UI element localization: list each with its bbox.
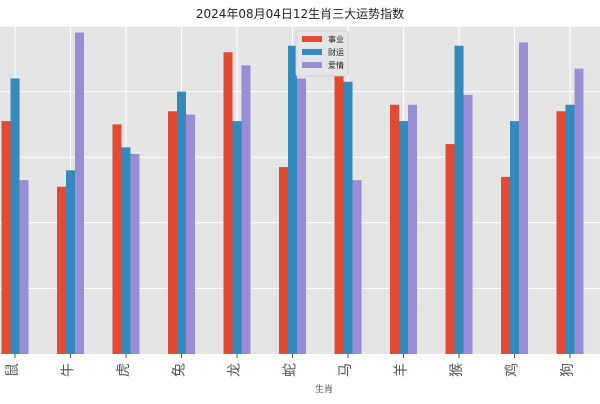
x-tick-label: 龙 bbox=[227, 363, 243, 377]
x-tick-label: 蛇 bbox=[283, 363, 299, 377]
x-tick-label: 羊 bbox=[394, 363, 410, 377]
bar-爱情-龙 bbox=[241, 65, 251, 355]
bar-事业-兔 bbox=[168, 111, 177, 354]
bar-财运-虎 bbox=[121, 147, 131, 354]
bar-财运-兔 bbox=[177, 91, 186, 354]
bar-财运-鸡 bbox=[510, 121, 519, 355]
bar-爱情-牛 bbox=[75, 32, 84, 355]
x-tick-label: 虎 bbox=[116, 363, 132, 377]
bar-财运-蛇 bbox=[288, 45, 297, 355]
x-tick-labels: 鼠牛虎兔龙蛇马羊猴鸡狗 bbox=[5, 354, 576, 377]
bar-事业-虎 bbox=[112, 124, 122, 355]
x-tick-label: 鸡 bbox=[504, 363, 521, 377]
bar-爱情-虎 bbox=[130, 153, 140, 354]
x-tick-label: 马 bbox=[338, 363, 354, 377]
x-tick-label: 兔 bbox=[172, 363, 188, 377]
bar-财运-猴 bbox=[454, 45, 464, 355]
bar-事业-狗 bbox=[556, 111, 566, 354]
bar-财运-牛 bbox=[66, 170, 75, 354]
legend-label-事业: 事业 bbox=[328, 34, 344, 44]
x-axis-label: 生肖 bbox=[315, 383, 333, 395]
bar-事业-蛇 bbox=[279, 167, 288, 354]
bar-事业-龙 bbox=[223, 52, 233, 355]
bar-事业-羊 bbox=[390, 104, 399, 354]
x-tick-label: 猴 bbox=[449, 363, 465, 377]
legend-swatch-事业 bbox=[302, 36, 322, 42]
bar-财运-鼠 bbox=[10, 78, 20, 354]
bar-爱情-猴 bbox=[463, 94, 473, 354]
bar-财运-狗 bbox=[565, 104, 575, 354]
bar-爱情-鸡 bbox=[519, 42, 528, 355]
bar-爱情-马 bbox=[352, 180, 362, 354]
bars bbox=[1, 32, 584, 355]
bar-财运-龙 bbox=[232, 121, 242, 355]
bar-爱情-鼠 bbox=[19, 180, 29, 354]
bar-爱情-狗 bbox=[574, 68, 584, 354]
chart-title: 2024年08月04日12生肖三大运势指数 bbox=[196, 6, 404, 21]
bar-爱情-兔 bbox=[186, 114, 195, 354]
bar-事业-牛 bbox=[57, 186, 66, 354]
bar-爱情-蛇 bbox=[297, 78, 306, 354]
legend-label-爱情: 爱情 bbox=[328, 60, 344, 70]
legend-label-财运: 财运 bbox=[328, 47, 344, 57]
bar-事业-马 bbox=[334, 58, 344, 355]
legend-swatch-财运 bbox=[302, 49, 322, 55]
bar-爱情-羊 bbox=[408, 104, 417, 354]
bar-财运-马 bbox=[343, 81, 353, 354]
bar-事业-鸡 bbox=[501, 176, 510, 354]
bar-财运-羊 bbox=[399, 121, 408, 355]
bar-事业-猴 bbox=[445, 144, 455, 354]
x-tick-label: 牛 bbox=[61, 363, 77, 377]
x-tick-label: 狗 bbox=[560, 363, 576, 377]
bar-事业-鼠 bbox=[1, 121, 11, 355]
x-tick-label: 鼠 bbox=[5, 363, 21, 377]
legend-swatch-爱情 bbox=[302, 62, 322, 68]
